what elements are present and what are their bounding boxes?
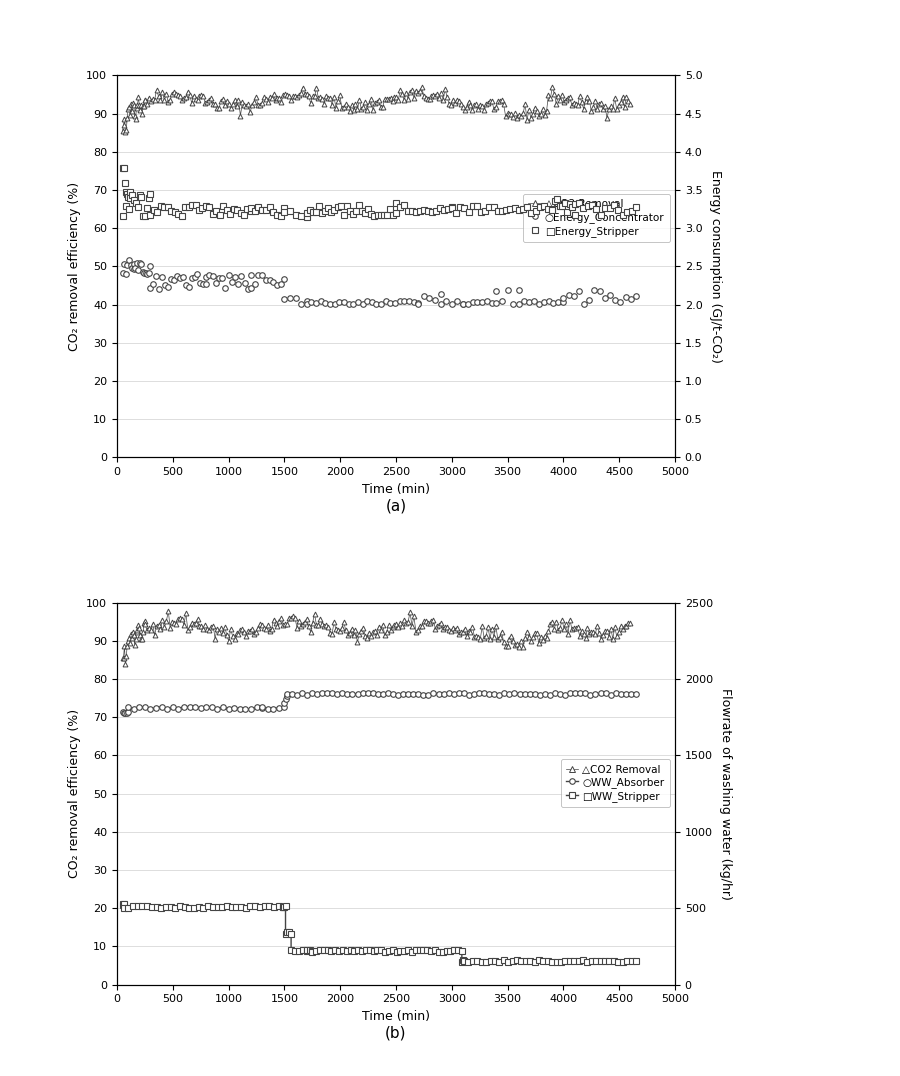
Y-axis label: Energy consumption (GJ/t-CO₂): Energy consumption (GJ/t-CO₂) bbox=[709, 170, 722, 363]
Y-axis label: CO₂ removal efficiency (%): CO₂ removal efficiency (%) bbox=[68, 709, 81, 878]
X-axis label: Time (min): Time (min) bbox=[362, 1009, 430, 1023]
Y-axis label: CO₂ removal efficiency (%): CO₂ removal efficiency (%) bbox=[68, 182, 81, 351]
Text: (a): (a) bbox=[385, 498, 407, 513]
X-axis label: Time (min): Time (min) bbox=[362, 482, 430, 496]
Text: (b): (b) bbox=[385, 1025, 407, 1040]
Legend: △CO2 Removal, ○Energy_Concentrator, □Energy_Stripper: △CO2 Removal, ○Energy_Concentrator, □Ene… bbox=[523, 194, 670, 242]
Y-axis label: Flowrate of washing water (kg/hr): Flowrate of washing water (kg/hr) bbox=[719, 688, 733, 900]
Legend: △CO2 Removal, ○WW_Absorber, □WW_Stripper: △CO2 Removal, ○WW_Absorber, □WW_Stripper bbox=[561, 760, 670, 807]
